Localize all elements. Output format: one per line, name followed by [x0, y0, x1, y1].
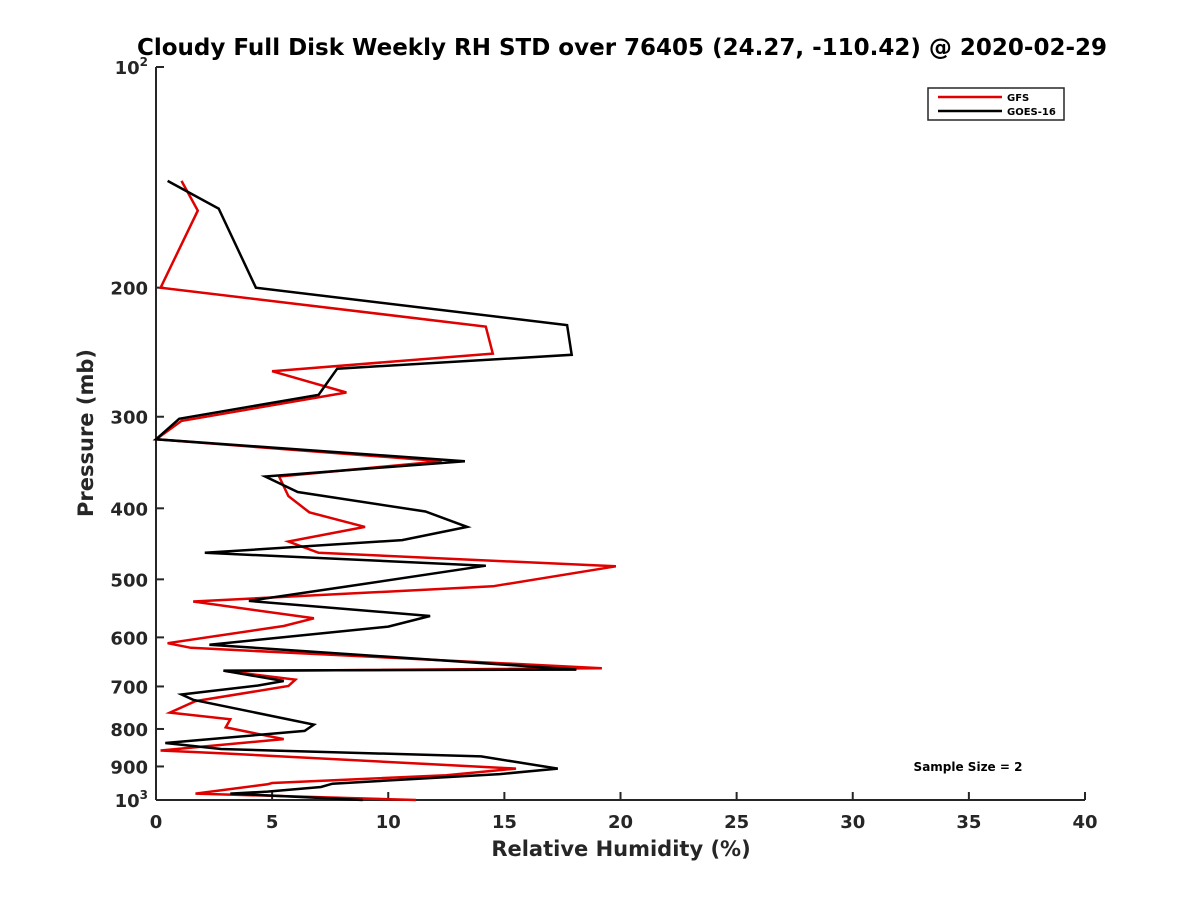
x-tick-label: 10 [376, 812, 401, 833]
legend-label-goes16: GOES-16 [1007, 107, 1056, 118]
x-tick-label: 35 [956, 812, 981, 833]
series-layer [152, 179, 617, 802]
y-tick-label: 400 [110, 499, 148, 520]
y-tick-label: 102 [115, 55, 148, 79]
x-tick-labels: 0 5 10 15 20 25 30 35 40 [150, 812, 1098, 833]
legend-box [927, 87, 1065, 121]
x-tick-label: 0 [150, 812, 163, 833]
legend-label-gfs: GFS [1007, 93, 1029, 104]
y-tick-label: 700 [110, 677, 148, 698]
x-tick-label: 30 [840, 812, 865, 833]
y-tick-label: 900 [110, 757, 148, 778]
x-axis-label: Relative Humidity (%) [491, 837, 750, 861]
y-tick-labels: 102 200 300 400 500 600 700 800 900 103 [110, 55, 148, 812]
series-line-goes16 [152, 179, 577, 802]
x-tick-label: 15 [492, 812, 517, 833]
chart-title: Cloudy Full Disk Weekly RH STD over 7640… [137, 35, 1107, 61]
series-line-gfs [152, 180, 617, 802]
y-tick-label: 103 [115, 788, 148, 812]
y-axis-label: Pressure (mb) [74, 349, 98, 517]
x-tick-label: 20 [608, 812, 633, 833]
sample-size-annotation: Sample Size = 2 [914, 760, 1023, 774]
y-tick-label: 200 [110, 279, 148, 300]
legend: GFS GOES-16 [927, 87, 1065, 121]
y-tick-label: 600 [110, 628, 148, 649]
x-tick-label: 5 [266, 812, 279, 833]
y-tick-label: 500 [110, 570, 148, 591]
x-tick-label: 40 [1072, 812, 1097, 833]
y-tick-label: 800 [110, 720, 148, 741]
x-tick-label: 25 [724, 812, 749, 833]
y-tick-label: 300 [110, 408, 148, 429]
axes [155, 66, 1086, 801]
